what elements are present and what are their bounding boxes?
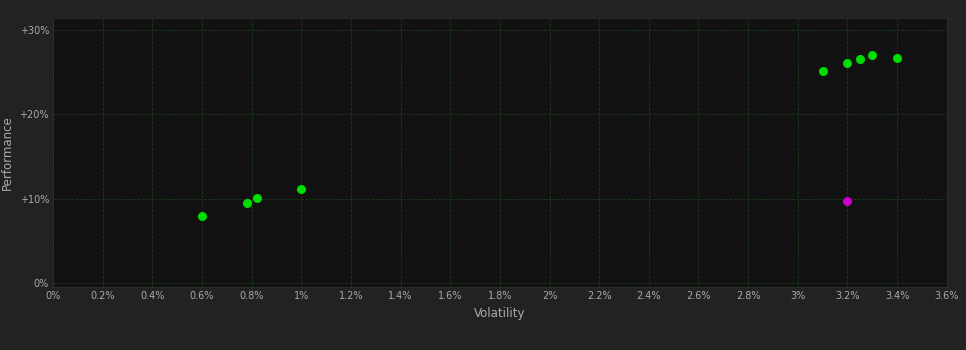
Point [865, 52, 880, 57]
Point [839, 60, 855, 66]
Point [815, 68, 831, 74]
Y-axis label: Performance: Performance [1, 115, 14, 190]
Point [852, 56, 867, 62]
Point [194, 214, 210, 219]
Point [249, 195, 265, 201]
X-axis label: Volatility: Volatility [474, 307, 526, 320]
Point [890, 55, 905, 61]
Point [239, 200, 254, 205]
Point [294, 187, 309, 192]
Point [839, 198, 855, 204]
